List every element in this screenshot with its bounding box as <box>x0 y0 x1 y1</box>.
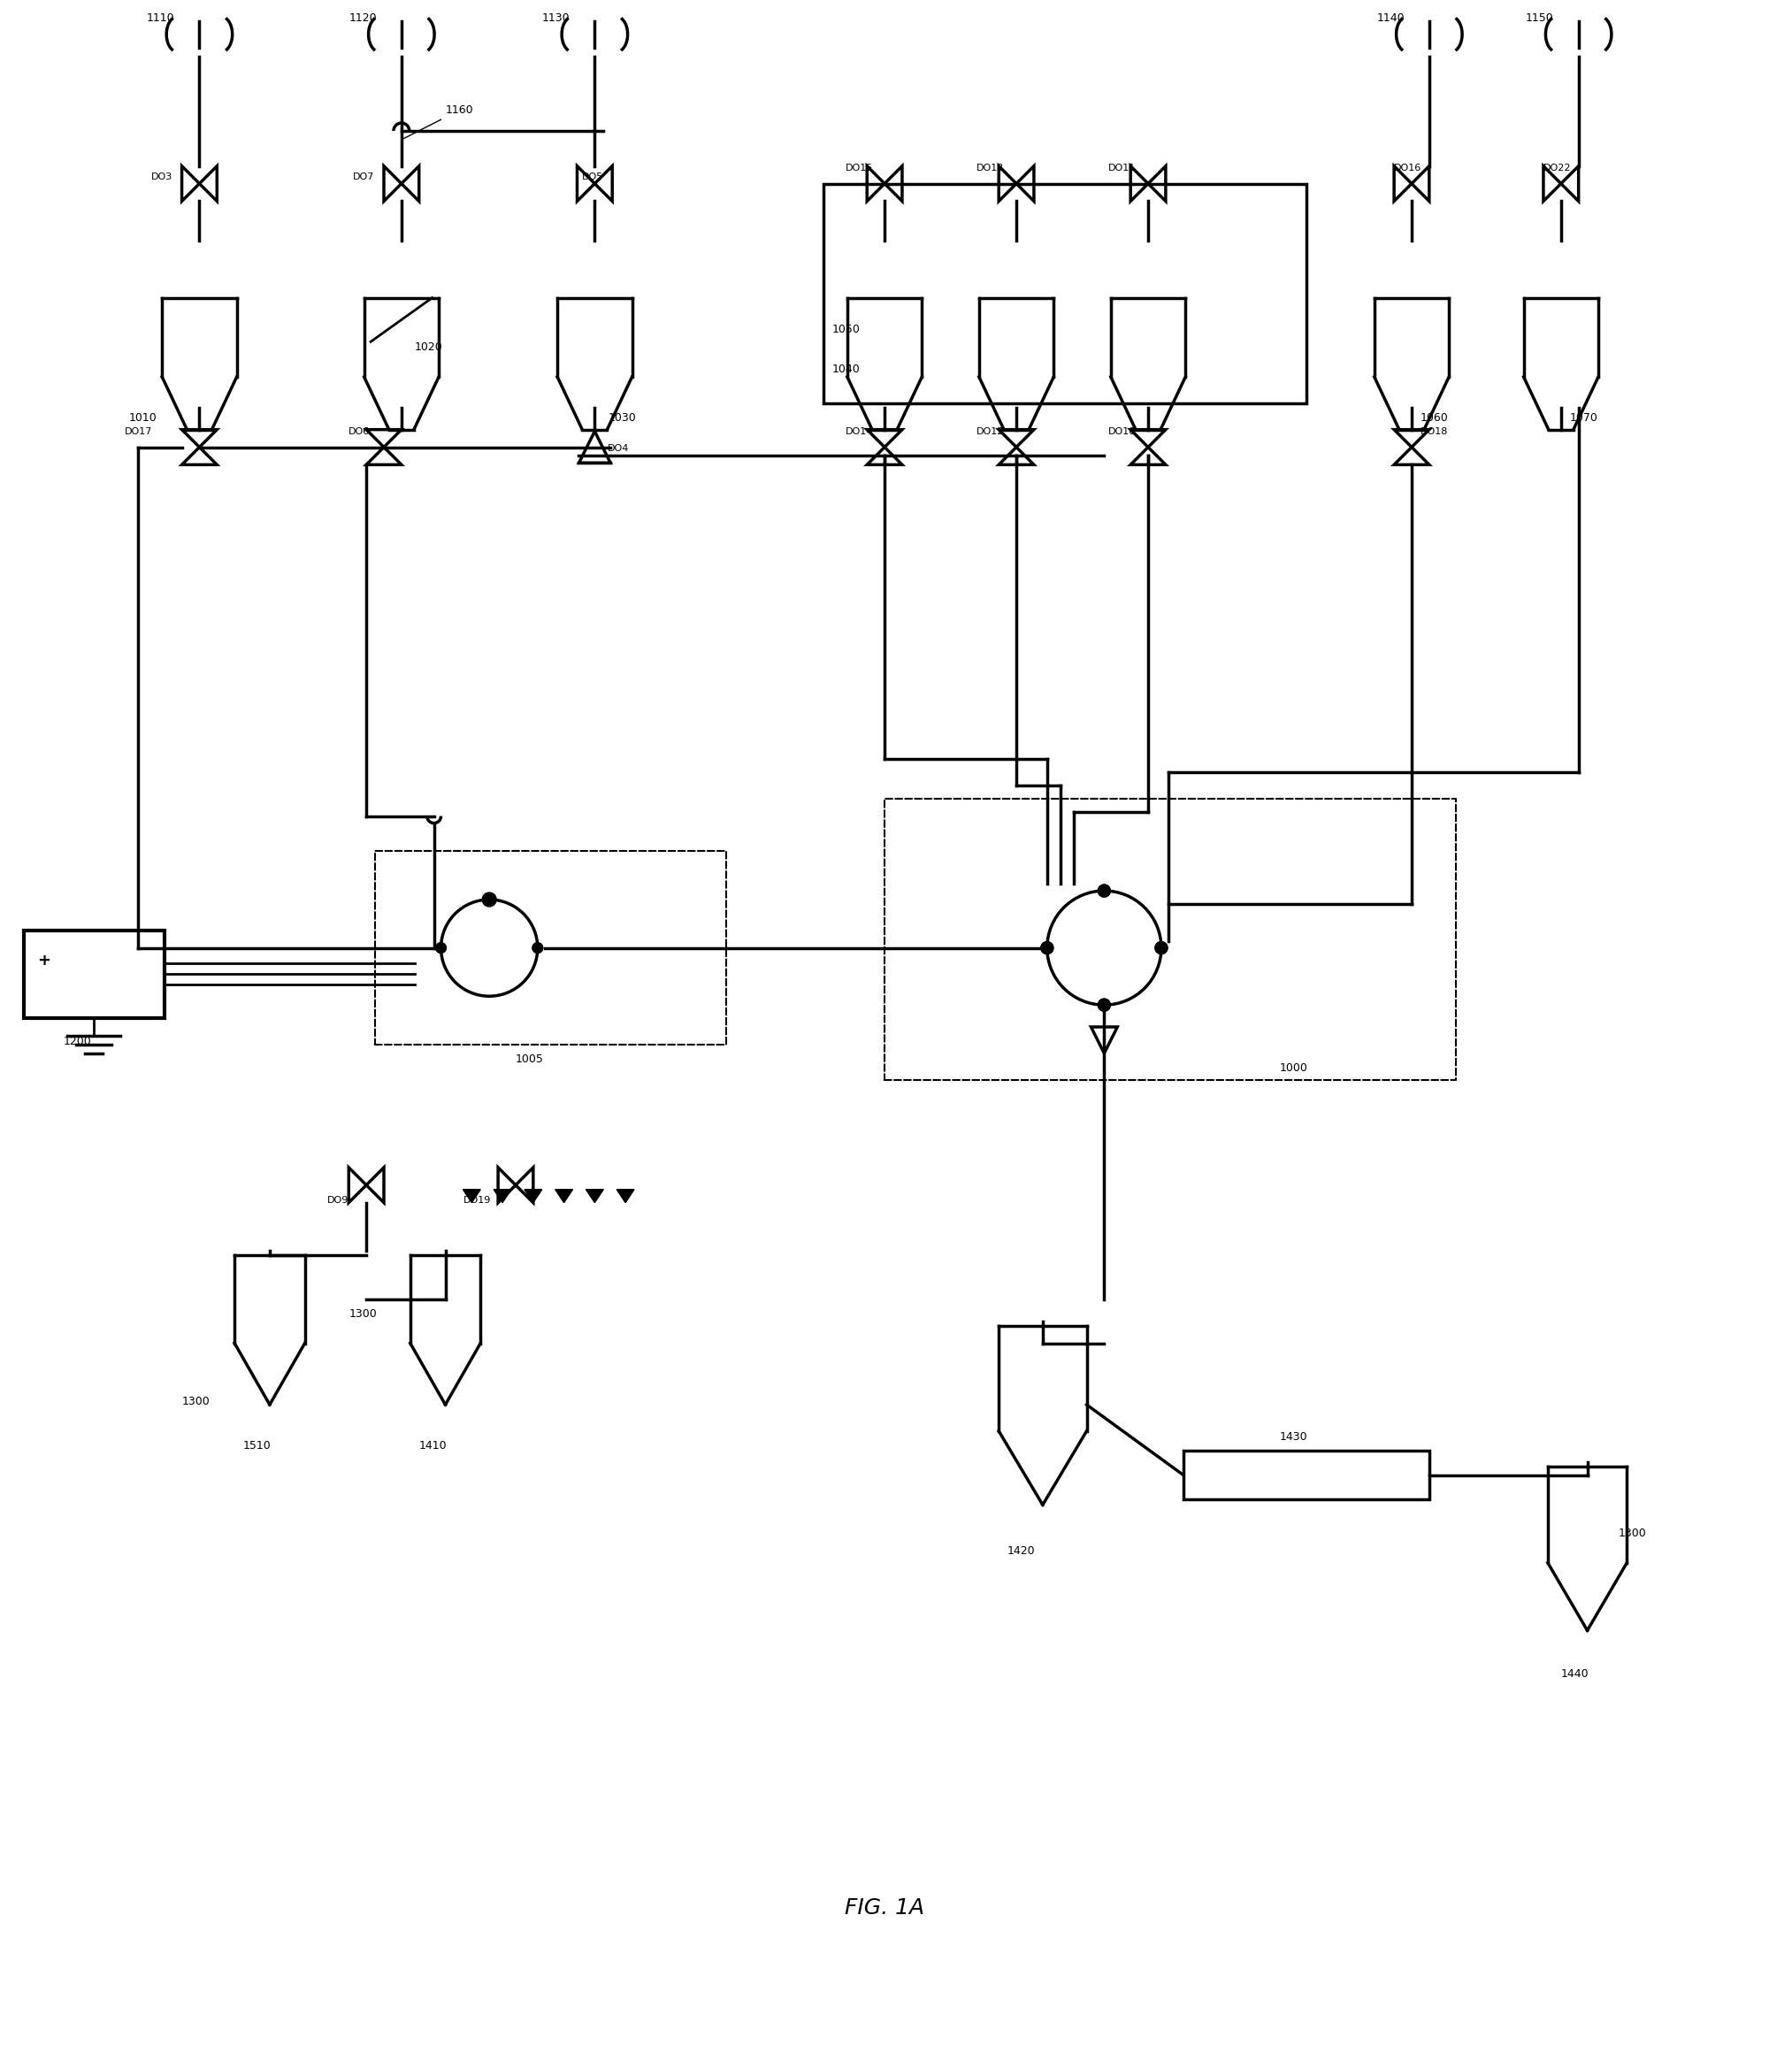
Text: 1430: 1430 <box>1279 1431 1308 1443</box>
Text: 1440: 1440 <box>1561 1669 1590 1679</box>
Text: DO18: DO18 <box>1421 427 1448 435</box>
Polygon shape <box>556 1189 573 1203</box>
Circle shape <box>1098 1000 1111 1012</box>
Text: 1000: 1000 <box>1279 1061 1308 1074</box>
Text: DO9: DO9 <box>326 1195 348 1205</box>
Text: DO16: DO16 <box>1394 164 1421 172</box>
Text: DO4: DO4 <box>607 443 629 454</box>
Text: 1160: 1160 <box>403 105 473 138</box>
Text: 1060: 1060 <box>1421 413 1448 423</box>
Circle shape <box>482 893 496 907</box>
Polygon shape <box>616 1189 634 1203</box>
Text: DO19: DO19 <box>462 1195 491 1205</box>
Text: +: + <box>38 953 50 969</box>
Text: 1030: 1030 <box>607 413 636 423</box>
Text: DO6: DO6 <box>349 427 371 435</box>
Text: 1070: 1070 <box>1570 413 1598 423</box>
Text: 1200: 1200 <box>63 1035 91 1047</box>
Text: 1110: 1110 <box>147 12 174 25</box>
Text: DO7: DO7 <box>353 172 375 181</box>
Text: 1410: 1410 <box>419 1439 446 1451</box>
Circle shape <box>1041 942 1054 955</box>
Text: 1420: 1420 <box>1007 1546 1036 1556</box>
Polygon shape <box>525 1189 541 1203</box>
Text: DO10: DO10 <box>1109 427 1136 435</box>
Circle shape <box>1041 942 1054 955</box>
Polygon shape <box>586 1189 604 1203</box>
Text: 1300: 1300 <box>349 1308 376 1320</box>
Circle shape <box>1098 885 1111 897</box>
Polygon shape <box>462 1189 480 1203</box>
Circle shape <box>1156 942 1167 955</box>
Text: DO17: DO17 <box>125 427 152 435</box>
Text: DO22: DO22 <box>1543 164 1572 172</box>
Text: 1300: 1300 <box>181 1396 210 1408</box>
Text: 1010: 1010 <box>129 413 158 423</box>
Text: 1120: 1120 <box>349 12 376 25</box>
Text: 1300: 1300 <box>1618 1527 1647 1540</box>
Text: 1130: 1130 <box>541 12 570 25</box>
Text: DO13: DO13 <box>977 164 1005 172</box>
Text: 1510: 1510 <box>244 1439 271 1451</box>
Text: DO3: DO3 <box>151 172 172 181</box>
Circle shape <box>532 942 543 953</box>
Text: DO11: DO11 <box>1109 164 1136 172</box>
Text: 1020: 1020 <box>414 341 443 353</box>
Text: DO5: DO5 <box>582 172 602 181</box>
Text: DO12: DO12 <box>977 427 1005 435</box>
Polygon shape <box>493 1189 511 1203</box>
Circle shape <box>1098 1000 1111 1012</box>
Circle shape <box>1156 942 1167 955</box>
Text: FIG. 1A: FIG. 1A <box>844 1897 925 1920</box>
Text: 1040: 1040 <box>831 363 860 376</box>
Text: 1050: 1050 <box>831 324 860 335</box>
Text: DO15: DO15 <box>846 164 873 172</box>
Text: 1140: 1140 <box>1376 12 1405 25</box>
Circle shape <box>1098 885 1111 897</box>
Text: 1005: 1005 <box>516 1053 543 1066</box>
Text: DO14: DO14 <box>846 427 873 435</box>
Text: 1150: 1150 <box>1525 12 1554 25</box>
Circle shape <box>435 942 446 953</box>
